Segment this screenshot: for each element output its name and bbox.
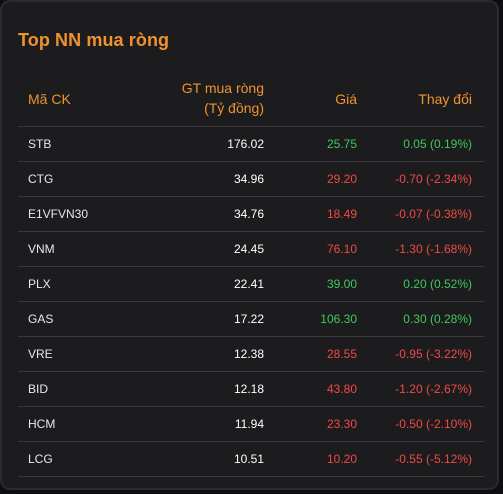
stock-code: HCM <box>28 417 56 431</box>
price: 43.80 <box>326 382 357 396</box>
net-buy-value: 34.96 <box>233 172 264 186</box>
table-row[interactable]: E1VFVN30 34.76 18.49 -0.07 (-0.38%) <box>18 197 484 232</box>
net-buy-value: 12.38 <box>233 347 264 361</box>
price: 18.49 <box>326 207 357 221</box>
price-change: -0.95 (-3.22%) <box>395 347 472 361</box>
table-row[interactable]: BID 12.18 43.80 -1.20 (-2.67%) <box>18 372 484 407</box>
table-row[interactable]: VRE 12.38 28.55 -0.95 (-3.22%) <box>18 337 484 372</box>
table-body: STB 176.02 25.75 0.05 (0.19%) CTG 34.96 29.20 -… <box>18 127 484 477</box>
price-change: -0.55 (-5.12%) <box>395 452 472 466</box>
net-buy-value: 24.45 <box>233 242 264 256</box>
stock-code: LCG <box>28 452 53 466</box>
table-row[interactable]: STB 176.02 25.75 0.05 (0.19%) <box>18 127 484 162</box>
table-row[interactable]: PLX 22.41 39.00 0.20 (0.52%) <box>18 267 484 302</box>
net-buy-value: 176.02 <box>227 137 264 151</box>
price: 76.10 <box>326 242 357 256</box>
price-change: -0.07 (-0.38%) <box>395 207 472 221</box>
price: 28.55 <box>326 347 357 361</box>
price: 106.30 <box>320 312 357 326</box>
table-header: Mã CK GT mua ròng (Tỷ đồng) Giá Thay đổi <box>18 74 484 127</box>
table-row[interactable]: GAS 17.22 106.30 0.30 (0.28%) <box>18 302 484 337</box>
price-change: 0.05 (0.19%) <box>403 137 472 151</box>
column-header-net-buy-value[interactable]: GT mua ròng (Tỷ đồng) <box>182 78 264 118</box>
column-header-net-buy-value-line1: GT mua ròng <box>181 80 264 96</box>
table-row[interactable]: VNM 24.45 76.10 -1.30 (-1.68%) <box>18 232 484 267</box>
stock-code: VNM <box>28 242 55 256</box>
column-header-net-buy-value-line2: (Tỷ đồng) <box>204 100 264 116</box>
price: 25.75 <box>326 137 357 151</box>
net-buy-value: 12.18 <box>233 382 264 396</box>
net-buy-value: 22.41 <box>233 277 264 291</box>
price: 23.30 <box>326 417 357 431</box>
stock-code: GAS <box>28 312 54 326</box>
stock-code: PLX <box>28 277 51 291</box>
stock-code: VRE <box>28 347 53 361</box>
table-row[interactable]: HCM 11.94 23.30 -0.50 (-2.10%) <box>18 407 484 442</box>
price: 10.20 <box>326 452 357 466</box>
price: 39.00 <box>326 277 357 291</box>
stock-code: BID <box>28 382 49 396</box>
price-change: -1.30 (-1.68%) <box>395 242 472 256</box>
price-change: 0.20 (0.52%) <box>403 277 472 291</box>
net-buy-value: 17.22 <box>233 312 264 326</box>
price: 29.20 <box>326 172 357 186</box>
price-change: 0.30 (0.28%) <box>403 312 472 326</box>
stock-code: E1VFVN30 <box>28 207 89 221</box>
net-buy-table: Mã CK GT mua ròng (Tỷ đồng) Giá Thay đổi… <box>18 74 484 477</box>
column-header-price[interactable]: Giá <box>335 91 357 107</box>
price-change: -0.70 (-2.34%) <box>395 172 472 186</box>
price-change: -0.50 (-2.10%) <box>395 417 472 431</box>
panel-title: Top NN mua ròng <box>18 30 170 50</box>
stock-code: STB <box>28 137 52 151</box>
column-header-code[interactable]: Mã CK <box>28 91 71 107</box>
stock-code: CTG <box>28 172 54 186</box>
net-buy-value: 11.94 <box>234 417 264 431</box>
column-header-change[interactable]: Thay đổi <box>418 91 472 107</box>
net-buy-value: 34.76 <box>233 207 264 221</box>
table-row[interactable]: LCG 10.51 10.20 -0.55 (-5.12%) <box>18 442 484 477</box>
net-buy-value: 10.51 <box>233 452 264 466</box>
table-row[interactable]: CTG 34.96 29.20 -0.70 (-2.34%) <box>18 162 484 197</box>
price-change: -1.20 (-2.67%) <box>395 382 472 396</box>
